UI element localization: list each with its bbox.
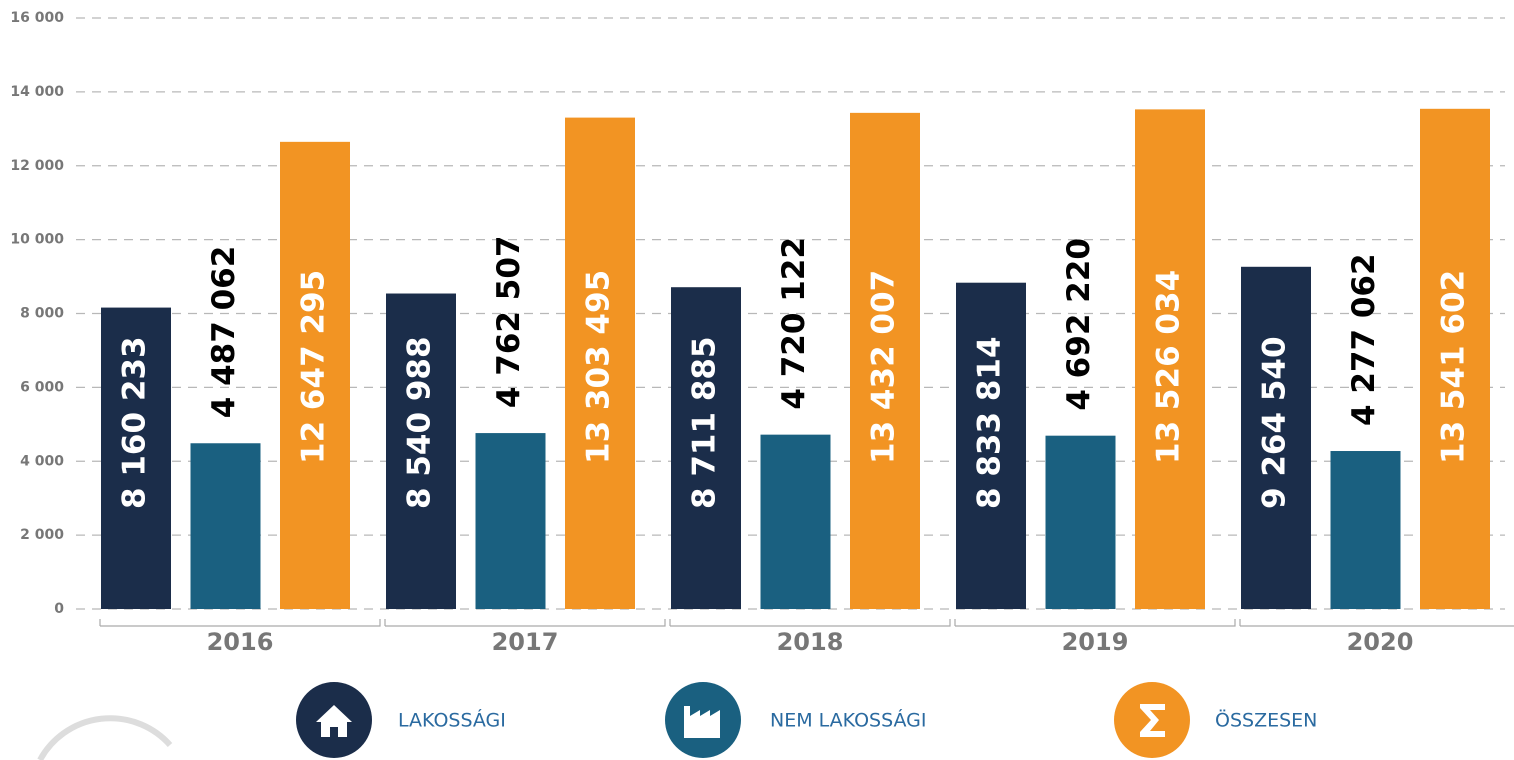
category-bracket	[954, 619, 1236, 627]
y-tick-label: 0	[54, 601, 64, 617]
bar	[386, 293, 456, 609]
value-label: 8 711 885	[687, 336, 723, 509]
value-label: 13 432 007	[866, 270, 902, 464]
bar	[760, 434, 831, 609]
y-tick-label: 6 000	[20, 379, 64, 395]
value-label: 8 160 233	[117, 336, 153, 509]
bar	[1241, 266, 1311, 609]
value-label: 8 833 814	[972, 336, 1008, 509]
y-tick-label: 8 000	[20, 306, 64, 322]
value-label: 9 264 540	[1257, 336, 1293, 509]
category-bracket	[669, 619, 951, 627]
bar	[190, 443, 261, 609]
value-label: 12 647 295	[296, 270, 332, 464]
bar	[280, 141, 350, 609]
value-label: 4 762 507	[491, 236, 527, 409]
y-tick-label: 16 000	[10, 10, 64, 26]
bar	[565, 117, 635, 610]
bar	[1135, 109, 1205, 610]
sigma-icon	[1140, 704, 1165, 737]
legend-label: NEM LAKOSSÁGI	[770, 709, 927, 732]
legend-label: LAKOSSÁGI	[398, 709, 506, 732]
bar	[1330, 451, 1401, 609]
x-tick-label: 2020	[1347, 628, 1414, 656]
y-tick-label: 4 000	[20, 453, 64, 469]
bar	[475, 433, 546, 609]
y-tick-label: 2 000	[20, 527, 64, 543]
x-tick-label: 2019	[1062, 628, 1129, 656]
y-tick-label: 12 000	[10, 158, 64, 174]
value-label: 4 277 062	[1346, 253, 1382, 426]
value-label: 4 692 220	[1061, 238, 1097, 411]
value-label: 13 303 495	[581, 270, 617, 464]
bar	[1420, 108, 1490, 610]
category-bracket	[99, 619, 381, 627]
bar	[956, 282, 1026, 609]
category-bracket	[1239, 619, 1514, 627]
category-bracket	[384, 619, 666, 627]
value-label: 4 487 062	[206, 246, 242, 419]
value-label: 4 720 122	[776, 237, 812, 410]
legend-label: ÖSSZESEN	[1215, 709, 1317, 732]
legend: LAKOSSÁGI NEM LAKOSSÁGI ÖSSZESEN	[296, 682, 1317, 758]
bar	[101, 307, 171, 609]
value-label: 13 526 034	[1151, 270, 1187, 464]
bar	[671, 287, 741, 609]
x-tick-label: 2017	[492, 628, 559, 656]
bar	[1045, 435, 1116, 609]
x-tick-label: 2018	[777, 628, 844, 656]
y-tick-label: 14 000	[10, 84, 64, 100]
decoration	[37, 715, 173, 760]
value-label: 13 541 602	[1436, 270, 1472, 464]
factory-icon	[684, 706, 720, 738]
bar	[850, 112, 920, 610]
value-label: 8 540 988	[402, 336, 438, 509]
x-tick-label: 2016	[207, 628, 274, 656]
y-tick-label: 10 000	[10, 232, 64, 248]
house-icon	[316, 705, 352, 737]
